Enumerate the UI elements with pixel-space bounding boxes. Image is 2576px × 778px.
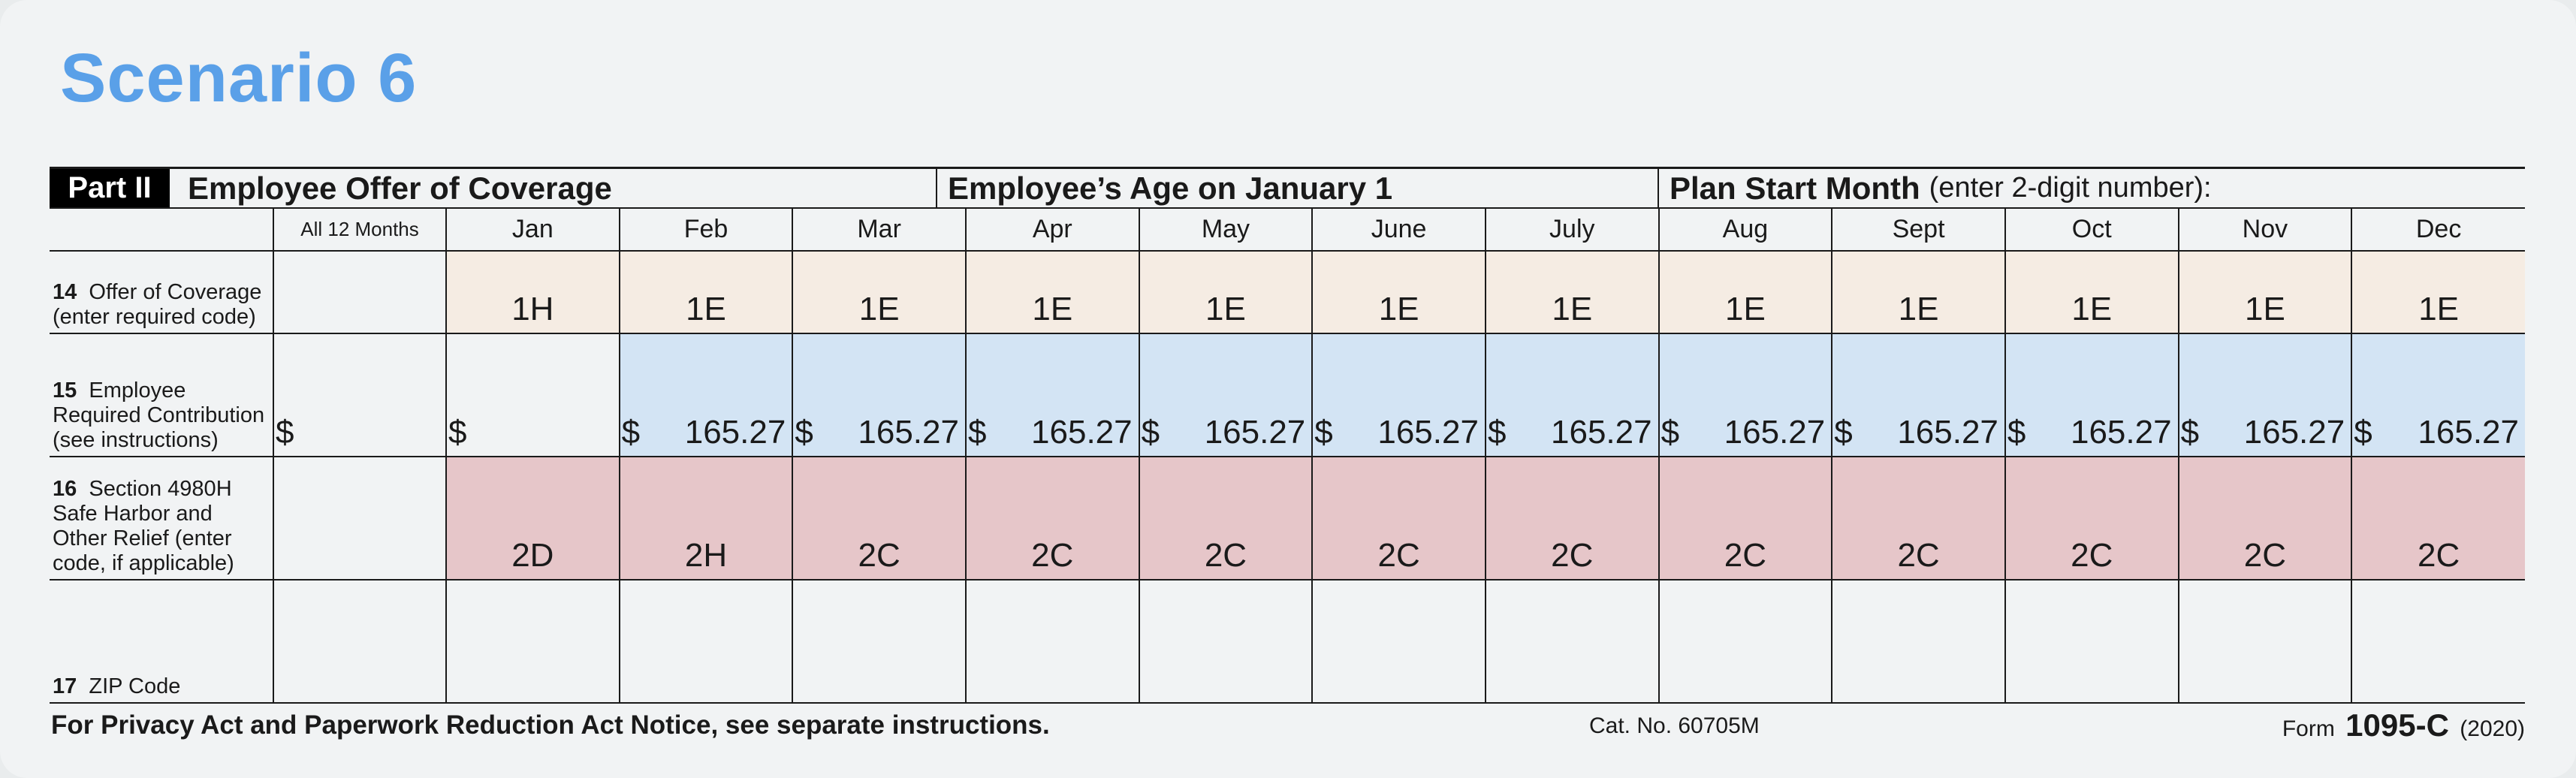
offer-cell[interactable]: 1E [965, 251, 1140, 334]
age-heading: Employee’s Age on January 1 [936, 169, 1392, 207]
row-safe-harbor-relief: 16 Section 4980H Safe Harbor and Other R… [50, 457, 2525, 580]
plan-start-instruction: (enter 2-digit number): [1929, 172, 2212, 204]
contribution-cell[interactable]: $165.27 [1485, 333, 1660, 457]
offer-cell[interactable]: 1E [1832, 251, 2006, 334]
contribution-cell[interactable]: $165.27 [2351, 333, 2525, 457]
col-month: Sept [1832, 209, 2006, 252]
catalog-number: Cat. No. 60705M [1589, 713, 1760, 738]
col-month: July [1485, 209, 1660, 252]
offer-cell[interactable]: 1E [2178, 251, 2353, 334]
zip-cell[interactable] [2004, 580, 2179, 704]
contribution-cell[interactable]: $165.27 [1832, 333, 2006, 457]
zip-cell[interactable] [965, 580, 1140, 704]
row-zip-code: 17 ZIP Code [50, 580, 2525, 704]
form-footer: For Privacy Act and Paperwork Reduction … [50, 707, 2525, 745]
zip-cell[interactable] [1832, 580, 2006, 704]
col-month: May [1139, 209, 1314, 252]
col-month: Mar [792, 209, 967, 252]
zip-cell[interactable] [446, 580, 620, 704]
relief-cell[interactable]: 2C [1485, 457, 1660, 580]
part-header: Part II Employee Offer of Coverage Emplo… [50, 167, 2525, 209]
offer-cell[interactable]: 1E [1312, 251, 1486, 334]
relief-cell[interactable]: 2D [446, 457, 620, 580]
form-prefix: Form [2282, 716, 2335, 741]
relief-cell[interactable]: 2C [1312, 457, 1486, 580]
zip-cell[interactable] [2178, 580, 2353, 704]
month-header-row: All 12 Months Jan Feb Mar Apr May June J… [50, 209, 2525, 252]
contribution-cell[interactable]: $165.27 [1312, 333, 1486, 457]
plan-start-title: Plan Start Month [1670, 170, 1920, 206]
col-month: Dec [2351, 209, 2525, 252]
col-all12: All 12 Months [273, 209, 447, 252]
zip-cell[interactable] [1485, 580, 1660, 704]
col-month: June [1312, 209, 1486, 252]
page-title: Scenario 6 [60, 40, 418, 116]
col-month: Feb [619, 209, 794, 252]
coverage-table: All 12 Months Jan Feb Mar Apr May June J… [50, 209, 2525, 704]
contribution-cell[interactable]: $165.27 [1139, 333, 1314, 457]
contribution-cell[interactable]: $165.27 [792, 333, 967, 457]
relief-cell[interactable]: 2C [1139, 457, 1314, 580]
offer-cell[interactable]: 1E [1139, 251, 1314, 334]
contribution-cell[interactable]: $165.27 [1658, 333, 1833, 457]
contribution-cell[interactable]: $165.27 [2004, 333, 2179, 457]
zip-cell[interactable] [1139, 580, 1314, 704]
col-month: Jan [446, 209, 620, 252]
relief-cell[interactable]: 2C [792, 457, 967, 580]
form-1095c-part2: Part II Employee Offer of Coverage Emplo… [50, 167, 2525, 704]
zip-cell[interactable] [792, 580, 967, 704]
contribution-cell[interactable]: $165.27 [619, 333, 794, 457]
plan-start-heading: Plan Start Month (enter 2-digit number): [1658, 169, 2212, 207]
zip-cell[interactable] [1658, 580, 1833, 704]
row-employee-contribution: 15 Employee Required Contribution (see i… [50, 333, 2525, 457]
offer-cell[interactable]: 1E [619, 251, 794, 334]
relief-cell[interactable]: 2C [2004, 457, 2179, 580]
form-identifier: Form 1095-C (2020) [2282, 707, 2525, 743]
zip-cell[interactable] [1312, 580, 1486, 704]
relief-cell[interactable]: 2C [1658, 457, 1833, 580]
relief-cell[interactable]: 2C [965, 457, 1140, 580]
col-month: Nov [2178, 209, 2353, 252]
col-month: Oct [2004, 209, 2179, 252]
part-badge: Part II [50, 169, 170, 207]
offer-heading: Employee Offer of Coverage [188, 170, 612, 206]
row-label: 15 Employee Required Contribution (see i… [50, 333, 274, 457]
label-header [50, 209, 274, 252]
contribution-all12-cell[interactable]: $ [273, 333, 447, 457]
relief-cell[interactable]: 2C [2178, 457, 2353, 580]
form-number: 1095-C [2345, 707, 2449, 743]
offer-cell[interactable]: 1E [792, 251, 967, 334]
col-month: Apr [965, 209, 1140, 252]
offer-cell[interactable]: 1E [1485, 251, 1660, 334]
relief-cell[interactable]: 2C [1832, 457, 2006, 580]
relief-all12-cell[interactable] [273, 457, 447, 580]
relief-cell[interactable]: 2C [2351, 457, 2525, 580]
offer-all12-cell[interactable] [273, 251, 447, 334]
zip-cell[interactable] [619, 580, 794, 704]
offer-cell[interactable]: 1E [2351, 251, 2525, 334]
offer-cell[interactable]: 1H [446, 251, 620, 334]
form-year: (2020) [2460, 716, 2525, 741]
row-label: 16 Section 4980H Safe Harbor and Other R… [50, 457, 274, 580]
relief-cell[interactable]: 2H [619, 457, 794, 580]
row-label: 17 ZIP Code [50, 580, 274, 704]
contribution-cell[interactable]: $165.27 [965, 333, 1140, 457]
offer-cell[interactable]: 1E [2004, 251, 2179, 334]
row-label: 14 Offer of Coverage (enter required cod… [50, 251, 274, 334]
contribution-cell[interactable]: $165.27 [2178, 333, 2353, 457]
zip-all12-cell[interactable] [273, 580, 447, 704]
col-month: Aug [1658, 209, 1833, 252]
zip-cell[interactable] [2351, 580, 2525, 704]
contribution-cell[interactable]: $ [446, 333, 620, 457]
privacy-notice: For Privacy Act and Paperwork Reduction … [51, 710, 1050, 740]
row-offer-of-coverage: 14 Offer of Coverage (enter required cod… [50, 251, 2525, 334]
offer-cell[interactable]: 1E [1658, 251, 1833, 334]
